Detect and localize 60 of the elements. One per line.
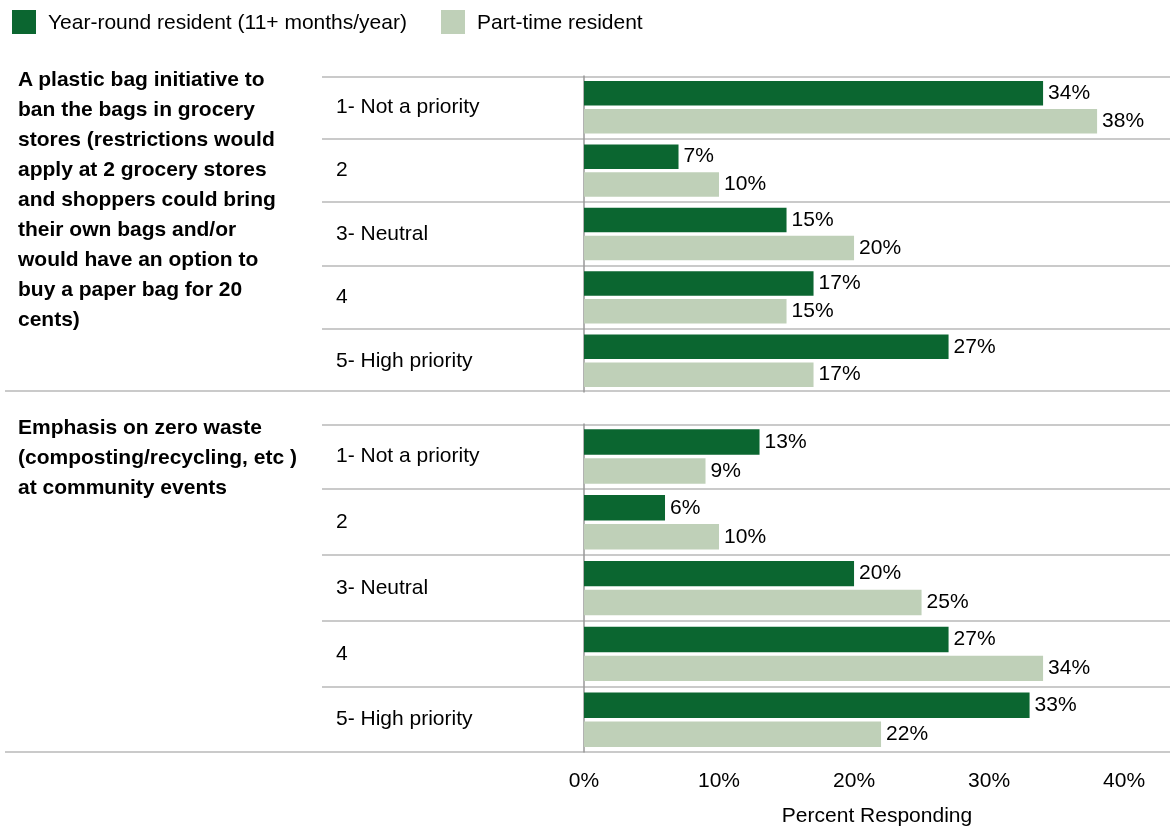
data-label: 9% (710, 457, 741, 481)
bar (584, 458, 706, 484)
bar (584, 626, 949, 653)
data-label: 6% (670, 494, 701, 518)
data-label: 33% (1034, 692, 1077, 716)
x-tick-label: 10% (698, 768, 741, 791)
bar (584, 144, 679, 169)
legend-label: Part-time resident (476, 10, 643, 34)
x-tick-label: 30% (968, 768, 1011, 791)
legend-label: Year-round resident (11+ months/year) (48, 10, 407, 34)
text: Emphasis on zero waste (composting/recycling, etc ) at community events (18, 414, 298, 500)
y-tick-label: 1- Not a priority (336, 443, 481, 467)
data-label: 13% (764, 428, 807, 452)
x-tick-label: 40% (1103, 768, 1146, 791)
bar (584, 362, 814, 387)
data-label: 20% (859, 234, 902, 258)
data-label: 15% (791, 206, 834, 230)
bar (584, 299, 787, 324)
y-tick-label: 2 (336, 157, 348, 181)
data-label: 38% (1102, 108, 1145, 132)
x-tick-label: 0% (568, 768, 600, 791)
x-axis-title: Percent Responding (781, 803, 973, 827)
bar (584, 429, 760, 455)
data-label: 17% (818, 361, 861, 385)
bar (584, 235, 855, 261)
y-tick-label: 3- Neutral (336, 574, 429, 598)
bar (584, 495, 666, 521)
bar (584, 721, 882, 747)
data-label: 10% (724, 523, 767, 547)
data-label: 20% (859, 560, 902, 584)
y-tick-label: 2 (336, 509, 348, 533)
bar (584, 271, 814, 296)
y-tick-label: 1- Not a priority (336, 94, 481, 118)
y-tick-label: 3- Neutral (336, 220, 429, 244)
chart-title: A plastic bag initiative to ban the bags in grocery stores (restrictions would apply at 2 grocery stores and shoppers could bring their own bags and/or would have an option to buy a paper bag for 20 cents) (18, 67, 276, 330)
y-tick-label: 4 (336, 284, 348, 308)
x-tick-label: 20% (833, 768, 876, 791)
bar (584, 655, 1044, 682)
data-label: 10% (724, 171, 767, 195)
data-label: 17% (818, 270, 861, 294)
y-tick-label: 4 (336, 640, 348, 664)
bar (584, 334, 949, 360)
data-label: 25% (926, 589, 969, 613)
y-tick-label: 5- High priority (336, 706, 474, 730)
bar (584, 172, 720, 197)
data-label: 15% (791, 298, 834, 322)
bar (584, 524, 720, 550)
data-label: 34% (1048, 655, 1091, 679)
bar (584, 108, 1098, 134)
data-label: 27% (953, 333, 996, 357)
data-label: 7% (683, 143, 714, 167)
bar (584, 560, 855, 587)
y-tick-label: 5- High priority (336, 347, 474, 371)
bar (584, 207, 787, 233)
bar (584, 692, 1030, 718)
data-label: 22% (886, 720, 929, 744)
data-label: 27% (953, 626, 996, 650)
bar (584, 81, 1044, 106)
bar (584, 589, 922, 616)
data-label: 34% (1048, 80, 1091, 104)
